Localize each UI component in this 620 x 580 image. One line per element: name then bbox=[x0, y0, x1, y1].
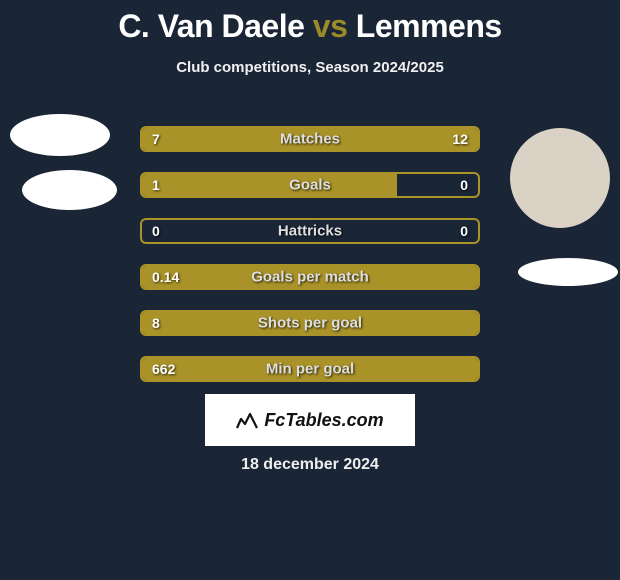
stat-value-right: 12 bbox=[452, 131, 468, 147]
stat-value-right: 0 bbox=[460, 223, 468, 239]
stat-value-right: 0 bbox=[460, 177, 468, 193]
player2-team-pill bbox=[518, 258, 618, 286]
vs-text: vs bbox=[313, 8, 348, 44]
stat-value-left: 1 bbox=[152, 177, 160, 193]
stat-fill-left bbox=[142, 174, 397, 196]
player2-avatar bbox=[510, 128, 610, 228]
stat-row: 8 Shots per goal bbox=[140, 310, 480, 336]
page-title: C. Van Daele vs Lemmens bbox=[0, 0, 620, 45]
stat-label: Shots per goal bbox=[258, 315, 362, 332]
stat-row: 662 Min per goal bbox=[140, 356, 480, 382]
comparison-bars: 7 12 Matches 1 0 Goals 0 0 Hattricks 0.14 Goals pe… bbox=[140, 126, 480, 402]
stat-value-left: 0 bbox=[152, 223, 160, 239]
player2-name: Lemmens bbox=[356, 8, 502, 44]
stat-value-left: 7 bbox=[152, 131, 160, 147]
stat-label: Min per goal bbox=[266, 361, 354, 378]
stat-fill-left bbox=[142, 128, 266, 150]
brand-icon bbox=[236, 411, 258, 429]
player1-avatar-shape bbox=[10, 114, 110, 156]
brand-badge: FcTables.com bbox=[205, 394, 415, 446]
stat-value-left: 0.14 bbox=[152, 269, 179, 285]
stat-label: Hattricks bbox=[278, 223, 342, 240]
stat-row: 0.14 Goals per match bbox=[140, 264, 480, 290]
stat-value-left: 8 bbox=[152, 315, 160, 331]
stat-row: 7 12 Matches bbox=[140, 126, 480, 152]
brand-text: FcTables.com bbox=[264, 410, 383, 431]
player1-team-pill bbox=[22, 170, 117, 210]
stat-label: Goals per match bbox=[251, 269, 369, 286]
date-text: 18 december 2024 bbox=[241, 456, 379, 474]
stat-label: Goals bbox=[289, 177, 331, 194]
player1-name: C. Van Daele bbox=[118, 8, 304, 44]
stat-value-left: 662 bbox=[152, 361, 175, 377]
stat-row: 0 0 Hattricks bbox=[140, 218, 480, 244]
stat-label: Matches bbox=[280, 131, 340, 148]
subtitle: Club competitions, Season 2024/2025 bbox=[0, 59, 620, 76]
stat-row: 1 0 Goals bbox=[140, 172, 480, 198]
